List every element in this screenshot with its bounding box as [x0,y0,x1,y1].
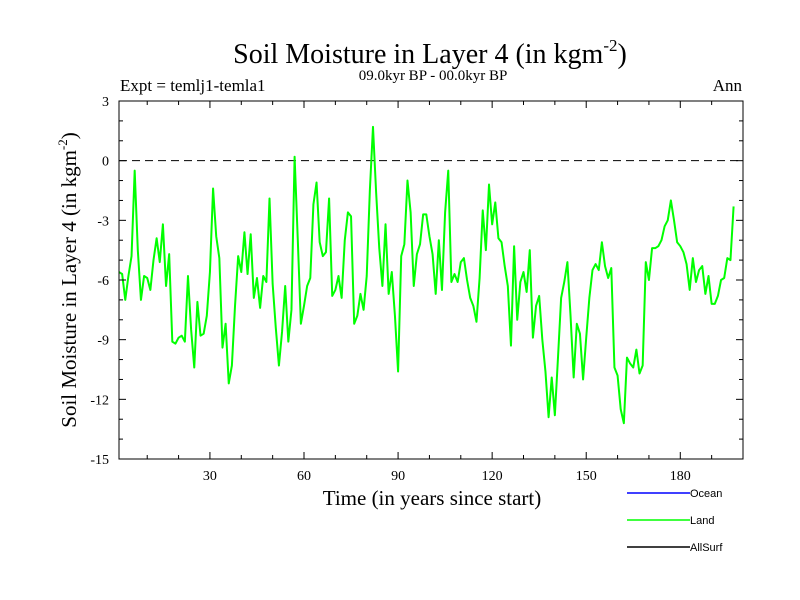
y-tick-label: 0 [102,155,109,170]
x-tick-label: 60 [297,469,311,484]
x-axis-label: Time (in years since start) [323,486,542,510]
y-axis-label-exponent: -2 [55,139,70,150]
y-tick-label: 3 [102,95,109,110]
chart-subtitle-center: 09.0kyr BP - 00.0kyr BP [359,68,508,84]
y-tick-label: -15 [90,453,109,468]
y-tick-label: -3 [97,214,109,229]
chart-title-exponent: -2 [603,36,617,55]
x-tick-label: 30 [203,469,217,484]
legend: Ocean Land AllSurf [627,488,723,554]
legend-ocean-label: Ocean [690,488,722,500]
legend-land-label: Land [690,515,714,527]
x-tick-label: 120 [482,469,503,484]
x-tick-label: 90 [391,469,405,484]
chart-title: Soil Moisture in Layer 4 (in kgm-2) [233,36,627,70]
y-tick-label: -12 [90,393,109,408]
legend-allsurf-label: AllSurf [690,542,723,554]
y-axis-label-close: ) [57,132,81,139]
chart-title-close: ) [618,39,627,70]
chart-subtitle-right: Ann [713,76,743,95]
y-tick-label: -9 [97,334,109,349]
chart-subtitle-left: Expt = temlj1-temla1 [120,76,266,95]
y-axis-label-main: Soil Moisture in Layer 4 (in kgm [57,150,81,428]
plot-area: -15 -12 -9 -6 -3 0 3 30 60 90 120 150 180 [90,95,744,484]
chart-title-main: Soil Moisture in Layer 4 (in kgm [233,39,603,70]
y-axis-label: Soil Moisture in Layer 4 (in kgm-2) [55,132,81,427]
x-tick-label: 150 [576,469,597,484]
x-tick-label: 180 [670,469,691,484]
y-tick-label: -6 [97,274,109,289]
series-land-line [118,125,735,425]
